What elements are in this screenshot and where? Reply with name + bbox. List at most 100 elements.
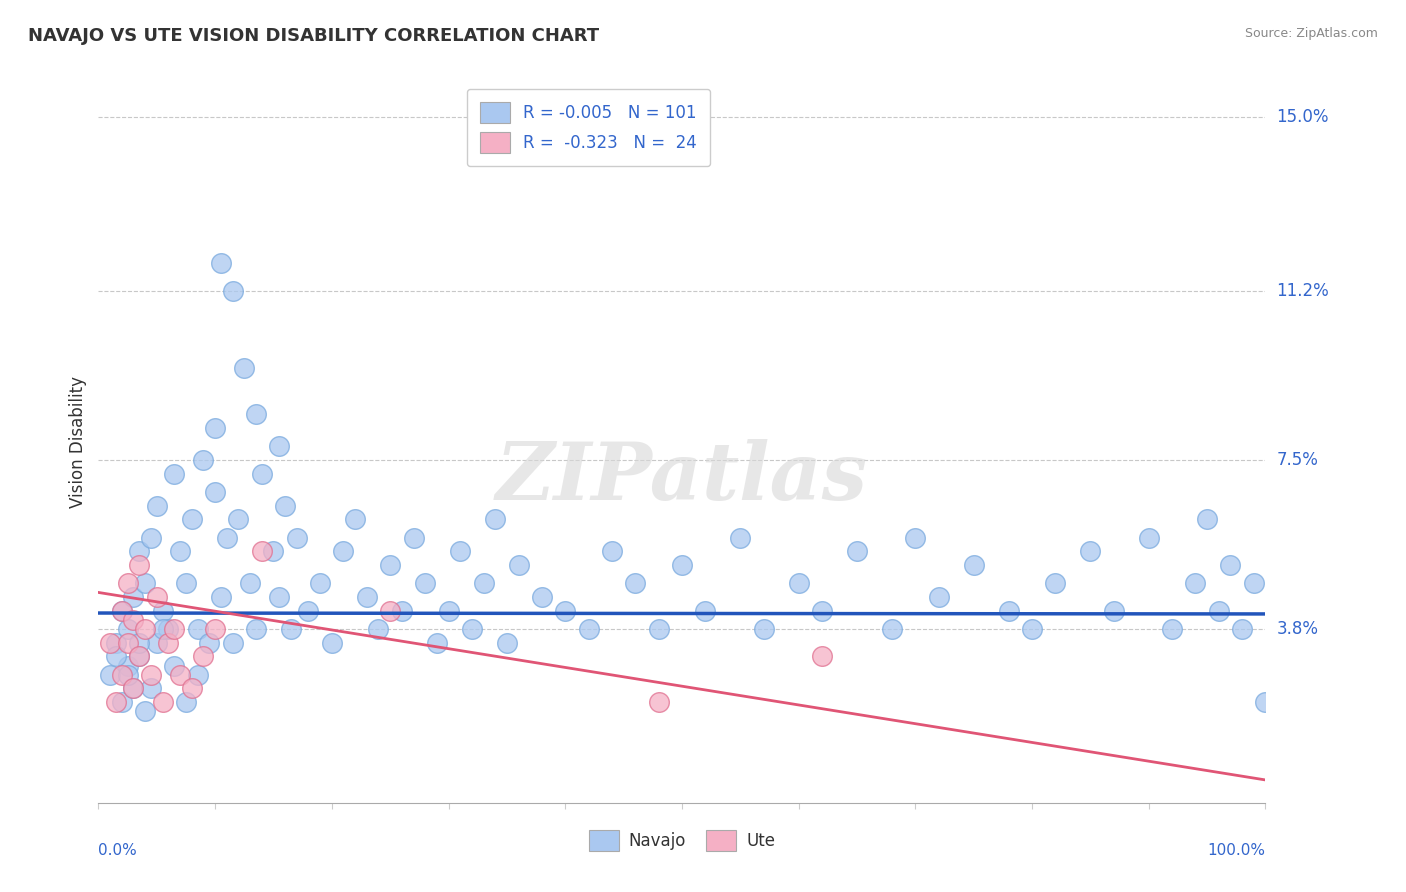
Point — [880, 622, 903, 636]
Point — [204, 622, 226, 636]
Y-axis label: Vision Disability: Vision Disability — [69, 376, 87, 508]
Point — [139, 667, 162, 681]
Point — [269, 439, 291, 453]
Point — [122, 681, 145, 696]
Point — [117, 636, 139, 650]
Point — [624, 576, 647, 591]
Point — [413, 576, 436, 591]
Point — [1219, 558, 1241, 572]
Point — [169, 544, 191, 558]
Point — [209, 590, 232, 604]
Point — [1137, 531, 1160, 545]
Point — [134, 704, 156, 718]
Text: ZIPatlas: ZIPatlas — [496, 439, 868, 516]
Point — [128, 649, 150, 664]
Point — [139, 681, 162, 696]
Point — [1195, 512, 1218, 526]
Point — [174, 695, 197, 709]
Point — [530, 590, 553, 604]
Point — [1230, 622, 1253, 636]
Point — [122, 613, 145, 627]
Point — [402, 531, 425, 545]
Point — [204, 484, 226, 499]
Text: 0.0%: 0.0% — [98, 843, 138, 857]
Point — [98, 636, 121, 650]
Point — [228, 512, 250, 526]
Point — [600, 544, 623, 558]
Point — [274, 499, 297, 513]
Point — [104, 649, 127, 664]
Point — [128, 636, 150, 650]
Point — [297, 604, 319, 618]
Point — [461, 622, 484, 636]
Text: 3.8%: 3.8% — [1277, 620, 1319, 638]
Point — [904, 531, 927, 545]
Point — [128, 649, 150, 664]
Text: Source: ZipAtlas.com: Source: ZipAtlas.com — [1244, 27, 1378, 40]
Point — [117, 576, 139, 591]
Point — [193, 649, 215, 664]
Point — [1080, 544, 1102, 558]
Point — [163, 467, 186, 481]
Point — [1208, 604, 1230, 618]
Point — [117, 658, 139, 673]
Point — [1243, 576, 1265, 591]
Point — [309, 576, 332, 591]
Point — [245, 622, 267, 636]
Point — [269, 590, 291, 604]
Text: NAVAJO VS UTE VISION DISABILITY CORRELATION CHART: NAVAJO VS UTE VISION DISABILITY CORRELAT… — [28, 27, 599, 45]
Point — [163, 658, 186, 673]
Point — [508, 558, 530, 572]
Point — [426, 636, 449, 650]
Point — [111, 604, 134, 618]
Point — [180, 681, 202, 696]
Point — [280, 622, 302, 636]
Point — [221, 284, 243, 298]
Point — [344, 512, 367, 526]
Point — [356, 590, 378, 604]
Point — [239, 576, 262, 591]
Point — [128, 544, 150, 558]
Point — [578, 622, 600, 636]
Point — [152, 622, 174, 636]
Point — [134, 576, 156, 591]
Point — [117, 622, 139, 636]
Point — [1021, 622, 1043, 636]
Point — [198, 636, 221, 650]
Point — [647, 622, 669, 636]
Point — [111, 667, 134, 681]
Point — [146, 590, 169, 604]
Point — [449, 544, 471, 558]
Text: 15.0%: 15.0% — [1277, 108, 1329, 126]
Point — [671, 558, 693, 572]
Point — [163, 622, 186, 636]
Text: 7.5%: 7.5% — [1277, 450, 1319, 469]
Point — [128, 558, 150, 572]
Point — [496, 636, 519, 650]
Point — [204, 421, 226, 435]
Point — [1254, 695, 1277, 709]
Point — [332, 544, 354, 558]
Point — [262, 544, 284, 558]
Point — [647, 695, 669, 709]
Point — [152, 695, 174, 709]
Point — [146, 499, 169, 513]
Point — [122, 681, 145, 696]
Point — [846, 544, 869, 558]
Point — [209, 256, 232, 270]
Point — [180, 512, 202, 526]
Point — [391, 604, 413, 618]
Point — [695, 604, 717, 618]
Point — [472, 576, 495, 591]
Point — [1102, 604, 1125, 618]
Point — [221, 636, 243, 650]
Point — [250, 544, 273, 558]
Point — [285, 531, 308, 545]
Point — [962, 558, 984, 572]
Point — [380, 558, 402, 572]
Point — [104, 636, 127, 650]
Point — [139, 531, 162, 545]
Point — [811, 649, 834, 664]
Point — [146, 636, 169, 650]
Point — [104, 695, 127, 709]
